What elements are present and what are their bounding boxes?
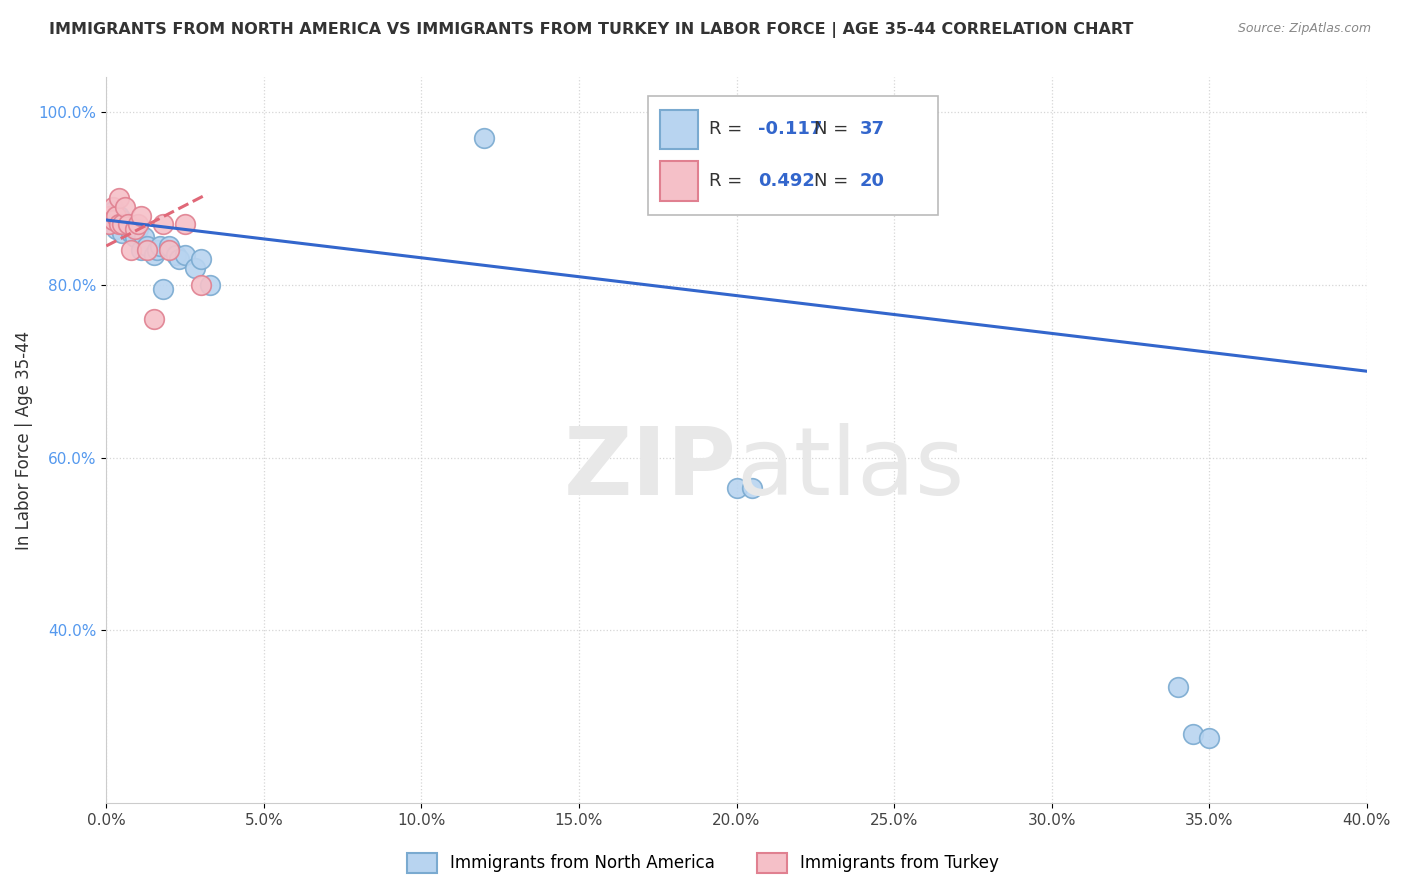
Point <box>111 226 134 240</box>
Point <box>108 217 131 231</box>
Point <box>98 209 121 223</box>
Point <box>108 217 131 231</box>
Point <box>725 481 748 495</box>
Text: atlas: atlas <box>737 424 965 516</box>
Point <box>104 213 127 227</box>
Point <box>136 239 159 253</box>
Point <box>127 217 149 231</box>
Point <box>111 213 134 227</box>
Point <box>174 217 197 231</box>
Point <box>114 200 136 214</box>
Point <box>121 244 143 258</box>
Text: Source: ZipAtlas.com: Source: ZipAtlas.com <box>1237 22 1371 36</box>
Point <box>108 209 131 223</box>
Point <box>124 221 146 235</box>
Point <box>1198 731 1220 746</box>
Point <box>98 209 121 223</box>
Point <box>121 226 143 240</box>
Point <box>108 191 131 205</box>
Point <box>101 200 124 214</box>
Point <box>190 252 212 266</box>
Point <box>98 213 121 227</box>
Point <box>117 217 139 231</box>
Point <box>145 244 167 258</box>
Point <box>111 217 134 231</box>
Point <box>104 221 127 235</box>
Point <box>167 252 190 266</box>
Point <box>152 217 174 231</box>
Point <box>142 247 165 261</box>
Point <box>157 244 180 258</box>
Point <box>101 204 124 219</box>
Point <box>152 282 174 296</box>
Point <box>104 209 127 223</box>
Point <box>142 312 165 326</box>
Point <box>98 217 121 231</box>
Point <box>117 217 139 231</box>
Point <box>190 277 212 292</box>
Point <box>183 260 205 275</box>
Point <box>1182 727 1205 741</box>
Point <box>129 244 152 258</box>
Y-axis label: In Labor Force | Age 35-44: In Labor Force | Age 35-44 <box>15 331 32 549</box>
Legend: Immigrants from North America, Immigrants from Turkey: Immigrants from North America, Immigrant… <box>401 847 1005 880</box>
Point <box>741 481 763 495</box>
Point <box>157 239 180 253</box>
Point <box>647 183 669 197</box>
Point <box>124 230 146 244</box>
Point <box>136 244 159 258</box>
Point <box>474 131 496 145</box>
Point <box>101 213 124 227</box>
Point <box>129 209 152 223</box>
Point <box>127 221 149 235</box>
Point <box>1167 680 1189 694</box>
Point <box>114 217 136 231</box>
Point <box>101 217 124 231</box>
Point <box>132 230 155 244</box>
Point <box>165 247 187 261</box>
Point <box>149 239 172 253</box>
Text: IMMIGRANTS FROM NORTH AMERICA VS IMMIGRANTS FROM TURKEY IN LABOR FORCE | AGE 35-: IMMIGRANTS FROM NORTH AMERICA VS IMMIGRA… <box>49 22 1133 38</box>
Point <box>200 277 222 292</box>
Point <box>111 217 134 231</box>
Text: ZIP: ZIP <box>564 424 737 516</box>
Point <box>174 247 197 261</box>
